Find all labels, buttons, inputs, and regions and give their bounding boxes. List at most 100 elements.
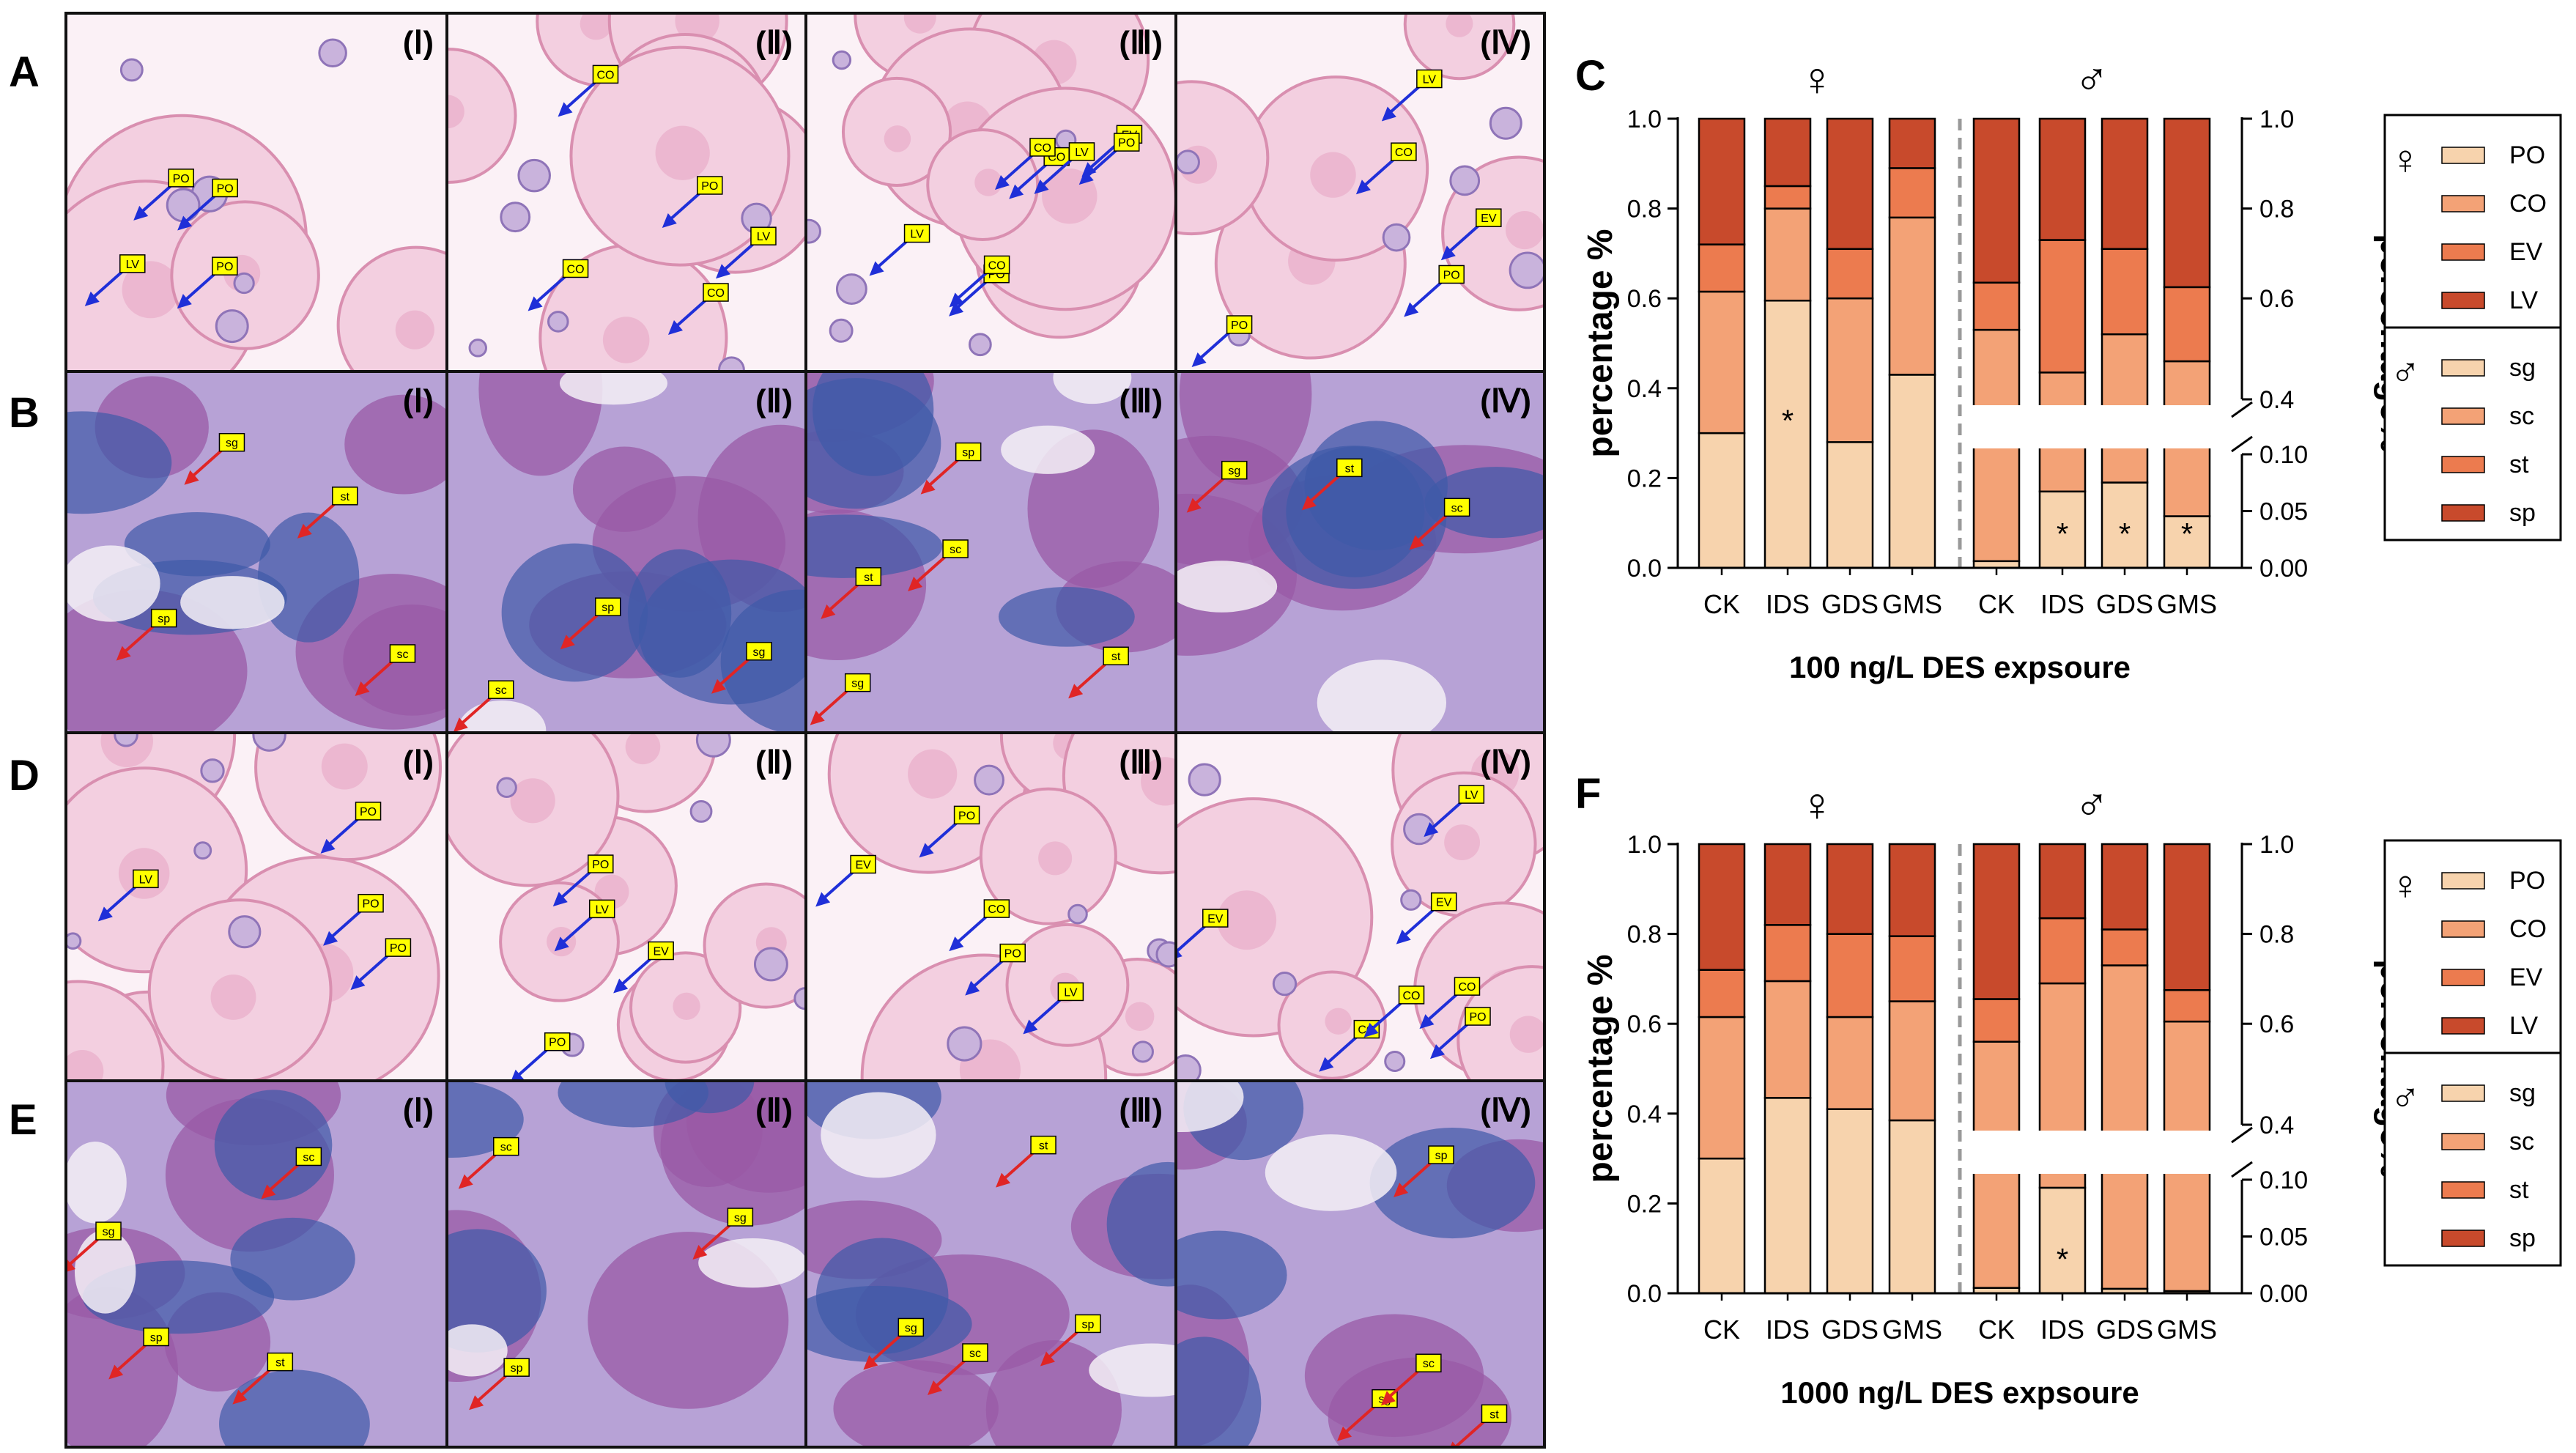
male-bar-2-segment-3 (2038, 239, 2087, 374)
tag-box (1416, 69, 1443, 89)
x-tick-label: GDS (2096, 589, 2153, 619)
arrow-head (66, 1259, 76, 1272)
pointer-arrow (112, 1343, 148, 1375)
tag-box (727, 1208, 754, 1227)
tag-box (1103, 646, 1129, 665)
arrow-head (1176, 948, 1182, 958)
oocyte (1176, 80, 1270, 236)
micrograph-b-3: sc sp sg st st (Ⅲ) (804, 370, 1177, 734)
arrow-head (177, 294, 192, 309)
x-tick-label: IDS (2040, 1315, 2084, 1345)
arrow-head (1363, 1022, 1379, 1038)
female-bar-3-segment-4 (1826, 843, 1874, 935)
x-tick-label: CK (1703, 1315, 1740, 1345)
oocyte-core (625, 733, 661, 765)
pointer-arrow (1397, 1161, 1433, 1193)
arrow-head (97, 906, 113, 922)
tag-box (648, 941, 674, 961)
oocyte-core (1217, 890, 1277, 950)
tag-box (385, 938, 412, 957)
arrow-head (810, 710, 825, 725)
cell-tag-label: PO (390, 942, 407, 955)
male-bar-3-segment-2 (2101, 964, 2149, 1290)
pointer-arrow (1013, 163, 1048, 195)
tag-box (983, 899, 1010, 918)
legend-male-label: st (2509, 1176, 2529, 1204)
legend-male-symbol: ♂ (2390, 1074, 2421, 1120)
primary-oocyte (1449, 165, 1481, 196)
oocyte-core (655, 125, 710, 180)
cell-tag-label: sp (962, 447, 974, 459)
pointer-arrow (925, 458, 960, 490)
male-bar-3-segment-3 (2101, 928, 2149, 966)
tag-box (355, 802, 382, 821)
y-tick-label-left: 1.0 (1627, 831, 1662, 859)
tag-box (493, 1136, 519, 1156)
sperm-cluster (627, 549, 732, 678)
panel-letter-a: A (9, 48, 40, 96)
primary-oocyte (1400, 889, 1422, 911)
panel-numeral: (Ⅳ) (1480, 383, 1531, 419)
cell-tag-label: st (1345, 462, 1355, 475)
female-bar-3-segment-1 (1826, 1108, 1874, 1295)
tag-box (697, 176, 723, 195)
tag-box (150, 608, 177, 628)
female-bar-2-segment-1 (1763, 1097, 1812, 1295)
legend-female-label: LV (2509, 1012, 2538, 1040)
arrow-head (667, 320, 683, 336)
primary-oocyte (1155, 941, 1176, 968)
sperm-cluster (1106, 1161, 1176, 1287)
sperm-cluster (1176, 1230, 1287, 1320)
primary-oocyte (1067, 903, 1088, 925)
arrow-head (908, 576, 923, 591)
arrow-head (1355, 180, 1371, 195)
primary-oocyte (496, 777, 517, 799)
tag-box (850, 854, 876, 874)
arrow-head (133, 205, 149, 221)
cell-tag-label: PO (216, 261, 233, 273)
arrow-head (692, 1245, 708, 1260)
female-bar-4-segment-3 (1888, 935, 1936, 1002)
axis-break-mark (2231, 1161, 2253, 1178)
legend-female-swatch (2441, 872, 2485, 890)
x-tick-label: GMS (2157, 589, 2217, 619)
cell-tag-label: LV (910, 229, 924, 241)
sperm-cluster (214, 1090, 333, 1201)
cell-tag-label: PO (592, 859, 609, 871)
y-tick-label-right: 0.4 (2259, 1112, 2294, 1139)
male-bar-2-segment-3 (2038, 917, 2087, 985)
primary-oocyte (318, 38, 347, 68)
arrow-head (184, 470, 199, 485)
y-tick-label-left: 0.2 (1627, 1190, 1662, 1218)
tag-box (1221, 460, 1248, 480)
female-bar-2-segment-3 (1763, 185, 1812, 210)
primary-oocyte (829, 318, 854, 343)
panel-numeral: (Ⅱ) (755, 744, 793, 780)
pointer-arrow (473, 1373, 508, 1405)
male-bar-3-segment-3 (2101, 248, 2149, 336)
arrow-head (863, 1355, 878, 1370)
pointer-arrow (359, 659, 394, 692)
lumen (1265, 1134, 1397, 1211)
panel-numeral: (Ⅰ) (403, 25, 434, 61)
arrow-head (323, 931, 338, 946)
cell-tag-label: sp (511, 1362, 523, 1375)
primary-oocyte (1176, 1054, 1202, 1081)
pointer-arrow (672, 298, 708, 330)
female-bar-2-segment-4 (1763, 117, 1812, 188)
female-bar-3-segment-4 (1826, 117, 1874, 251)
primary-oocyte (1382, 223, 1411, 252)
arrow-head (1301, 495, 1317, 511)
arrow-head (996, 1172, 1011, 1188)
primary-oocyte (1131, 1040, 1154, 1063)
y-tick-label-right: 0.6 (2259, 285, 2294, 313)
pointer-arrow (89, 270, 125, 302)
cell-tag-label: sc (969, 1347, 981, 1360)
female-bar-2-segment-3 (1763, 924, 1812, 983)
female-bar-1-segment-1 (1698, 1157, 1746, 1295)
male-bar-1-segment-4 (1972, 843, 2021, 1000)
tag-box (1030, 1135, 1056, 1155)
significance-star: * (1782, 403, 1794, 437)
pointer-arrow (1413, 513, 1448, 545)
primary-oocyte (517, 158, 551, 193)
